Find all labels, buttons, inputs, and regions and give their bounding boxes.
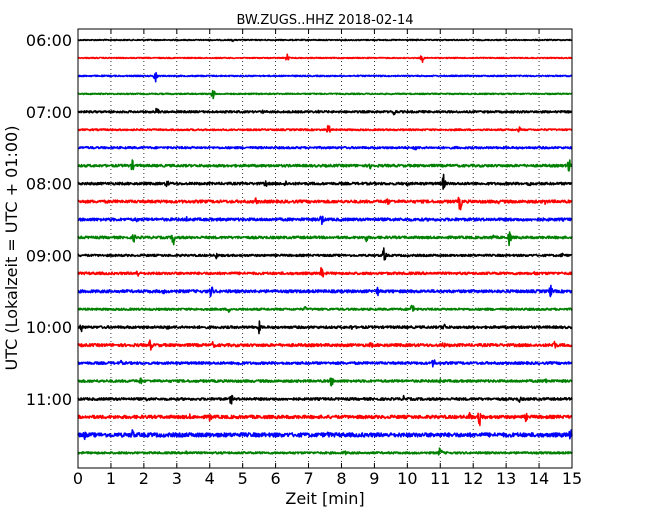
trace-0815 xyxy=(77,196,573,211)
trace-0715 xyxy=(77,125,573,133)
trace-1115 xyxy=(77,411,573,427)
plot-area xyxy=(78,29,572,468)
x-tick-label: 10 xyxy=(397,469,417,488)
y-axis-ticks: 06:00 07:00 08:00 09:00 10:00 11:00 xyxy=(26,31,83,409)
x-tick-label: 14 xyxy=(529,469,549,488)
trace-0600 xyxy=(77,38,573,43)
x-axis-ticks: 0 1 2 3 4 5 6 7 8 9 10 11 12 13 14 15 xyxy=(73,29,582,488)
trace-0945 xyxy=(77,304,573,313)
x-tick-label: 9 xyxy=(369,469,379,488)
trace-0915 xyxy=(77,266,573,278)
chart-title: BW.ZUGS..HHZ 2018-02-14 xyxy=(236,13,413,28)
y-axis-label: UTC (Lokalzeit = UTC + 01:00) xyxy=(2,126,21,371)
trace-1145 xyxy=(77,447,573,456)
trace-0830 xyxy=(77,215,573,226)
y-tick-label: 06:00 xyxy=(26,31,72,50)
x-tick-label: 3 xyxy=(172,469,182,488)
trace-0930 xyxy=(77,284,573,298)
trace-1130 xyxy=(77,429,573,441)
trace-0900 xyxy=(77,247,573,261)
trace-0645 xyxy=(77,89,573,100)
trace-0845 xyxy=(77,231,573,247)
x-tick-label: 5 xyxy=(238,469,248,488)
y-tick-label: 07:00 xyxy=(26,103,72,122)
x-tick-label: 15 xyxy=(562,469,582,488)
x-tick-label: 6 xyxy=(271,469,281,488)
trace-1015 xyxy=(77,339,573,351)
seismic-traces xyxy=(77,38,573,456)
trace-0730 xyxy=(77,145,573,151)
trace-1030 xyxy=(77,359,573,368)
x-tick-label: 13 xyxy=(496,469,516,488)
trace-0615 xyxy=(77,53,573,64)
x-tick-label: 8 xyxy=(336,469,346,488)
x-tick-label: 7 xyxy=(303,469,313,488)
trace-0800 xyxy=(77,173,573,190)
x-tick-label: 12 xyxy=(463,469,483,488)
trace-0745 xyxy=(77,159,573,172)
trace-1100 xyxy=(77,394,573,405)
trace-1045 xyxy=(77,377,573,387)
trace-1000 xyxy=(77,320,573,335)
x-tick-label: 4 xyxy=(205,469,215,488)
x-axis-label: Zeit [min] xyxy=(285,489,364,508)
x-tick-label: 1 xyxy=(106,469,116,488)
y-tick-label: 10:00 xyxy=(26,318,72,337)
trace-0700 xyxy=(77,107,573,116)
plot-border xyxy=(77,28,573,469)
x-tick-label: 0 xyxy=(73,469,83,488)
y-tick-label: 11:00 xyxy=(26,390,72,409)
y-tick-label: 09:00 xyxy=(26,246,72,265)
y-tick-label: 08:00 xyxy=(26,175,72,194)
x-tick-label: 2 xyxy=(139,469,149,488)
x-tick-label: 11 xyxy=(430,469,450,488)
trace-0630 xyxy=(77,71,573,83)
